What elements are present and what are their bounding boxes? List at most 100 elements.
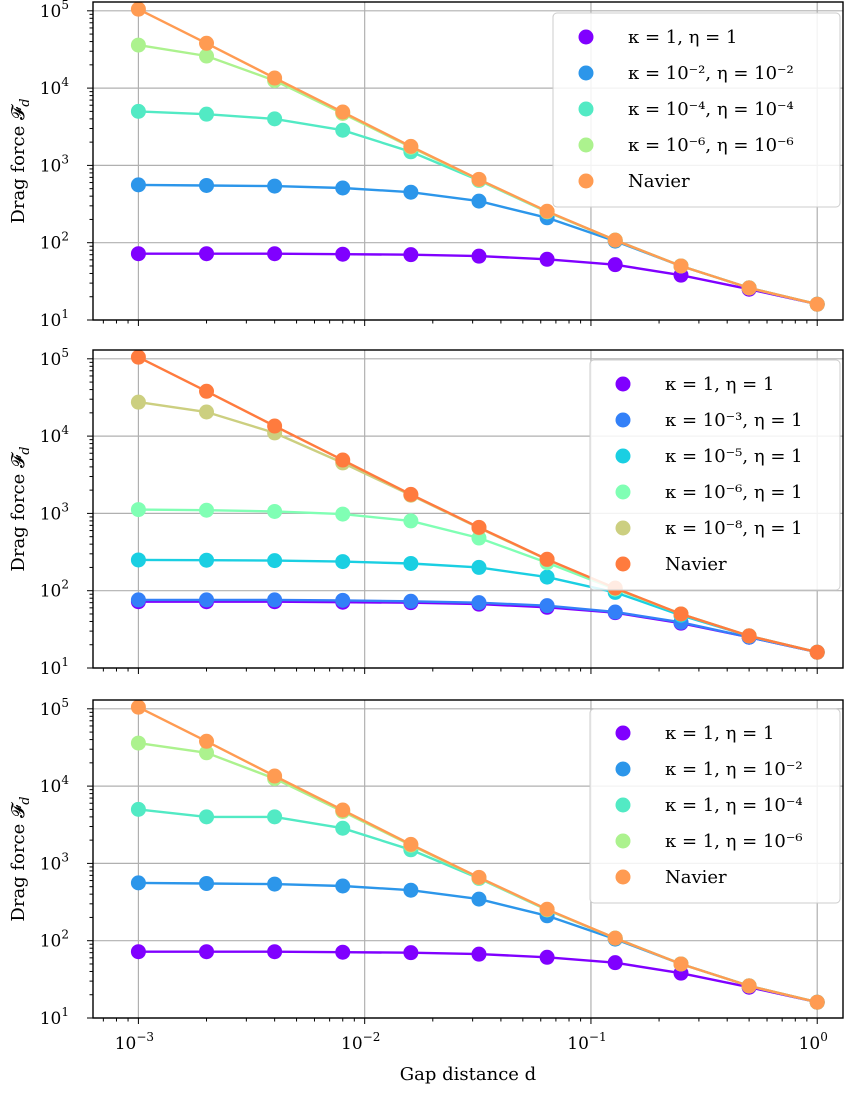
x-tick-label-exp: 0 (820, 1030, 828, 1044)
y-axis-label: Drag force 𝓕d (8, 796, 33, 921)
data-point (471, 519, 487, 535)
legend-label: κ = 10⁻⁸, η = 1 (665, 518, 803, 539)
x-ticks (102, 320, 818, 326)
y-tick-label-exp: 2 (61, 578, 69, 592)
data-point (335, 104, 351, 120)
data-point (539, 251, 555, 267)
y-tick-label-exp: 3 (61, 152, 69, 166)
data-point (130, 349, 146, 365)
x-tick-label-base: 10 (567, 1034, 589, 1054)
data-point (471, 193, 487, 209)
legend-marker (615, 797, 631, 813)
data-point (403, 138, 419, 154)
data-point (471, 891, 487, 907)
data-point (673, 956, 689, 972)
y-axis-label-text: Drag force 𝓕 (8, 451, 29, 572)
data-point (199, 502, 215, 518)
data-point (267, 768, 283, 784)
data-point (130, 246, 146, 262)
data-point (471, 595, 487, 611)
data-point (539, 203, 555, 219)
data-point (267, 70, 283, 86)
legend-label: κ = 1, η = 10⁻⁴ (665, 795, 803, 816)
y-tick-label-base: 10 (40, 854, 62, 874)
y-tick-label-base: 10 (40, 427, 62, 447)
data-point (335, 944, 351, 960)
legend-label: Navier (665, 867, 727, 888)
y-tick-label-exp: 4 (61, 773, 69, 787)
data-point (199, 733, 215, 749)
legend-label: κ = 1, η = 1 (665, 374, 774, 395)
data-point (741, 978, 757, 994)
data-point (741, 628, 757, 644)
legend-marker (615, 761, 631, 777)
y-tick-label-base: 10 (40, 2, 62, 22)
y-tick-label: 104 (40, 75, 70, 99)
data-point (267, 553, 283, 569)
data-point (607, 604, 623, 620)
legend-marker (615, 725, 631, 741)
data-point (741, 280, 757, 296)
data-point (199, 383, 215, 399)
data-point (267, 178, 283, 194)
legend: κ = 1, η = 1 κ = 1, η = 10⁻² κ = 1, η = 10… (589, 708, 841, 904)
data-point (130, 552, 146, 568)
legend-label: Navier (665, 554, 727, 575)
axes-frame (92, 699, 844, 1019)
y-tick-label: 103 (40, 152, 69, 176)
data-point (335, 506, 351, 522)
x-ticks (102, 668, 818, 674)
data-point (130, 699, 146, 715)
y-tick-label-base: 10 (40, 156, 62, 176)
legend-marker (578, 29, 594, 45)
data-point (539, 949, 555, 965)
data-point (267, 944, 283, 960)
y-tick-label-exp: 1 (61, 655, 69, 669)
data-point (199, 944, 215, 960)
data-point (199, 552, 215, 568)
data-point (199, 809, 215, 825)
legend-label: κ = 10⁻⁶, η = 1 (665, 482, 803, 503)
data-point (403, 836, 419, 852)
data-point (471, 171, 487, 187)
data-point (471, 248, 487, 264)
y-tick-label-base: 10 (40, 932, 62, 952)
x-tick-label-base: 10 (341, 1034, 363, 1054)
x-tick-label-base: 10 (799, 1034, 821, 1054)
y-tick-label: 105 (40, 346, 69, 370)
y-tick-label: 101 (40, 1005, 69, 1029)
data-point (267, 876, 283, 892)
legend-marker (578, 137, 594, 153)
data-point (130, 944, 146, 960)
legend-frame (589, 359, 841, 591)
y-tick-label: 105 (40, 0, 69, 22)
x-tick-label: 10−2 (341, 1030, 380, 1054)
y-tick-label-base: 10 (40, 582, 62, 602)
data-point (403, 593, 419, 609)
data-point (199, 246, 215, 262)
y-tick-label-base: 10 (40, 234, 62, 254)
y-tick-label: 102 (40, 578, 69, 602)
data-point (607, 257, 623, 273)
data-point (130, 735, 146, 751)
data-point (199, 177, 215, 193)
legend: κ = 1, η = 1 κ = 10⁻³, η = 1 κ = 10⁻⁵, η =… (589, 359, 841, 591)
y-tick-label: 102 (40, 928, 69, 952)
data-point (403, 555, 419, 571)
legend-label: κ = 1, η = 10⁻⁶ (665, 831, 803, 852)
data-point (539, 901, 555, 917)
data-point (403, 513, 419, 529)
x-tick-label: 10−1 (567, 1030, 606, 1054)
data-point (130, 801, 146, 817)
data-point (130, 394, 146, 410)
y-tick-label: 103 (40, 500, 69, 524)
y-axis-label-text: Drag force 𝓕 (8, 801, 29, 922)
data-point (130, 502, 146, 518)
y-axis-label: Drag force 𝓕d (8, 98, 33, 223)
legend-marker (615, 520, 631, 536)
